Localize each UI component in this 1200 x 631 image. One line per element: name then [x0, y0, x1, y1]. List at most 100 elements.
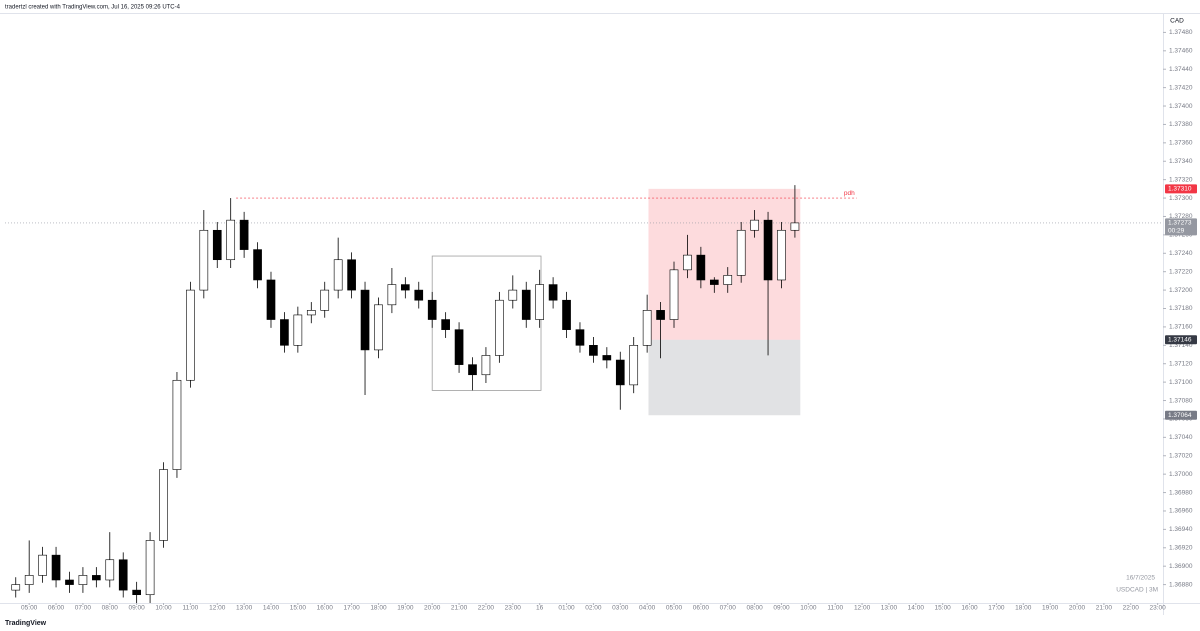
entry-tag-label: 1.37146 [1168, 337, 1192, 344]
y-tick-label: 1.37360 [1169, 140, 1193, 147]
y-tick-label: 1.37300 [1169, 195, 1193, 202]
candle-body [495, 299, 504, 356]
x-tick-label: 13:00 [881, 605, 898, 612]
candle-body [562, 299, 571, 330]
x-tick-label: 17:00 [988, 605, 1005, 612]
x-tick-label: 05:00 [666, 605, 683, 612]
x-tick-label: 17:00 [343, 605, 360, 612]
pdh-label: pdh [844, 190, 855, 197]
y-tick-label: 1.37380 [1169, 121, 1193, 128]
y-tick-label: 1.37240 [1169, 250, 1193, 257]
candle-body [11, 584, 21, 591]
candle-body [24, 575, 34, 585]
y-tick-label: 1.36960 [1169, 508, 1193, 515]
x-tick-label: 14:00 [263, 605, 280, 612]
candle-body [454, 329, 464, 365]
y-tick-label: 1.37040 [1169, 434, 1193, 441]
x-tick-label: 04:00 [639, 605, 656, 612]
x-tick-label: 22:00 [1123, 605, 1140, 612]
candle-body [575, 329, 585, 346]
x-tick-label: 20:00 [424, 605, 441, 612]
x-tick-label: 23:00 [505, 605, 522, 612]
candle-body [615, 359, 625, 386]
x-tick-label: 12:00 [854, 605, 871, 612]
last-price-tag-label: 1.37273 [1168, 220, 1192, 227]
stop-zone [648, 339, 801, 416]
x-tick-label: 12:00 [209, 605, 226, 612]
candle-body [723, 275, 733, 285]
candle-body [642, 310, 652, 346]
x-tick-label: 18:00 [370, 605, 387, 612]
y-tick-label: 1.36880 [1169, 581, 1193, 588]
candle-body [239, 219, 249, 250]
candle-body [736, 229, 746, 276]
candle-body [65, 579, 74, 585]
x-tick-label: 14:00 [908, 605, 925, 612]
candle-body [105, 559, 115, 581]
candle-body [709, 279, 719, 285]
x-tick-label: 11:00 [827, 605, 843, 612]
candle-body [51, 554, 61, 581]
candle-body [293, 314, 303, 346]
stop-tag [1165, 410, 1197, 420]
candle-body [253, 249, 262, 281]
x-tick-label: 10:00 [155, 605, 172, 612]
candle-body [521, 289, 531, 320]
candle-body [629, 345, 639, 386]
candle-body [266, 279, 276, 320]
x-tick-label: 18:00 [1015, 605, 1032, 612]
candle-body [374, 304, 383, 351]
candle-body [790, 222, 800, 231]
candle-body [333, 259, 343, 291]
candle-body [548, 284, 558, 301]
x-tick-label: 07:00 [75, 605, 92, 612]
x-tick-label: 06:00 [693, 605, 710, 612]
x-tick-label: 15:00 [935, 605, 952, 612]
x-tick-label: 11:00 [182, 605, 198, 612]
y-tick-label: 1.37400 [1169, 103, 1193, 110]
entry-tag [1165, 335, 1197, 345]
y-tick-label: 1.37280 [1169, 213, 1193, 220]
candle-body [468, 364, 477, 376]
candle-body [400, 284, 410, 291]
candle-body [763, 219, 773, 281]
x-tick-label: 13:00 [236, 605, 253, 612]
x-tick-label: 01:00 [558, 605, 575, 612]
candle-body [360, 289, 370, 351]
x-tick-label: 21:00 [1096, 605, 1113, 612]
x-tick-label: 16 [536, 605, 544, 612]
candle-body [145, 540, 155, 596]
x-tick-label: 15:00 [290, 605, 307, 612]
y-tick-label: 1.37160 [1169, 324, 1193, 331]
candle-body [306, 310, 316, 316]
candle-body [481, 355, 491, 376]
candle-body [669, 269, 679, 320]
candle-body [535, 284, 544, 320]
candle-body [38, 554, 47, 576]
candle-body [777, 229, 786, 281]
x-tick-label: 09:00 [129, 605, 146, 612]
x-tick-label: 19:00 [1042, 605, 1059, 612]
target-tag [1165, 184, 1197, 194]
currency: CAD [1170, 18, 1184, 25]
x-tick-label: 07:00 [720, 605, 737, 612]
stop-tag-label: 1.37064 [1168, 412, 1192, 419]
y-tick-label: 1.36980 [1169, 489, 1193, 496]
y-tick-label: 1.37080 [1169, 397, 1193, 404]
symbol: USDCAD | 3M [1116, 587, 1158, 594]
candle-body [159, 469, 168, 541]
candle-body [656, 310, 665, 320]
x-tick-label: 16:00 [317, 605, 334, 612]
target-tag-label: 1.37310 [1168, 186, 1192, 193]
candle-body [172, 379, 182, 470]
y-tick-label: 1.37320 [1169, 176, 1193, 183]
candle-body [508, 289, 518, 301]
x-tick-label: 05:00 [21, 605, 38, 612]
y-tick-label: 1.37020 [1169, 452, 1193, 459]
candle-body [132, 589, 141, 596]
y-tick-label: 1.36940 [1169, 526, 1193, 533]
candle-body [750, 219, 759, 231]
credit: tradertzl created with TradingView.com, … [5, 5, 181, 11]
y-tick-label: 1.37120 [1169, 360, 1193, 367]
x-tick-label: 06:00 [48, 605, 65, 612]
